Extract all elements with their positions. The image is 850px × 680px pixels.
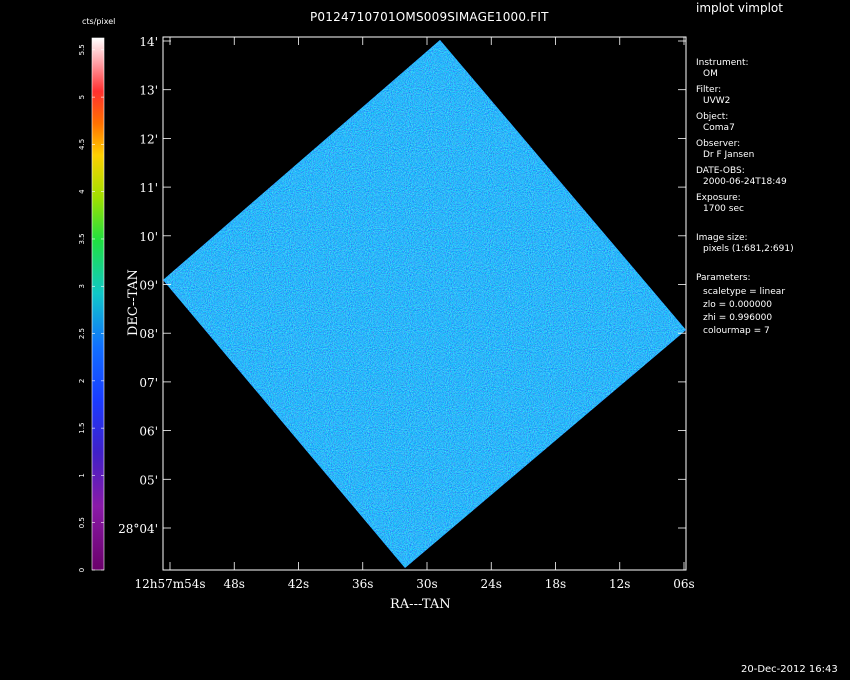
y-tick-label: 13': [139, 84, 158, 98]
y-tick-label: 09': [139, 279, 158, 293]
plot-frame: [162, 36, 687, 571]
y-tick-label: 05': [139, 473, 158, 487]
x-tick-label: 48s: [224, 577, 245, 591]
x-tick-label: 30s: [416, 577, 437, 591]
info-instrument-label: Instrument:: [696, 58, 749, 68]
x-tick-label: 18s: [545, 577, 566, 591]
y-tick-label: 14': [139, 35, 158, 49]
info-observer-label: Observer:: [696, 139, 741, 149]
y-axis-ticks: 28°04' 05' 06' 07' 08' 09' 10' 11' 12' 13' 14': [118, 35, 686, 536]
y-tick-label: 10': [139, 230, 158, 244]
y-tick-label: 08': [139, 327, 158, 341]
colorbar-tick-label: 0: [78, 568, 86, 572]
colorbar-ticks: 0 0.5 1 1.5 2 2.5 3 3.5 4 4.5 5 5.5: [78, 44, 104, 572]
x-tick-label: 42s: [288, 577, 309, 591]
colorbar-tick-label: 2.5: [78, 328, 86, 339]
y-tick-label: 06': [139, 425, 158, 439]
info-observer: Dr F Jansen: [703, 150, 755, 160]
y-tick-label: 28°04': [118, 522, 158, 536]
info-parameters-label: Parameters:: [696, 273, 751, 283]
x-tick-label: 12s: [609, 577, 630, 591]
x-axis-ticks: 12h57m54s 48s 42s 36s 30s 24s 18s 12s 06s: [134, 37, 695, 591]
colorbar-tick-label: 4: [78, 189, 86, 194]
colorbar-tick-label: 3.5: [78, 233, 86, 244]
colorbar-tick-label: 5.5: [78, 44, 86, 55]
colorbar-label: cts/pixel: [82, 17, 116, 26]
info-exposure-label: Exposure:: [696, 193, 741, 203]
x-tick-label: 06s: [673, 577, 694, 591]
info-date-label: DATE-OBS:: [696, 166, 745, 176]
x-tick-label: 36s: [352, 577, 373, 591]
colorbar-tick-label: 5: [78, 95, 86, 99]
info-object-label: Object:: [696, 112, 729, 122]
info-zhi: zhi = 0.996000: [703, 313, 773, 323]
y-tick-label: 07': [139, 376, 158, 390]
info-filter: UVW2: [703, 96, 731, 106]
info-date: 2000-06-24T18:49: [703, 177, 787, 187]
info-filter-label: Filter:: [696, 85, 722, 95]
info-zlo: zlo = 0.000000: [703, 300, 772, 310]
plot-title: P0124710701OMS009SIMAGE1000.FIT: [310, 10, 549, 24]
colorbar-tick-label: 1: [78, 473, 86, 477]
info-object: Coma7: [703, 123, 735, 133]
y-tick-label: 12': [139, 132, 158, 146]
info-colourmap: colourmap = 7: [703, 326, 770, 336]
app-title: implot vimplot: [696, 1, 783, 15]
info-exposure: 1700 sec: [703, 204, 744, 214]
info-scaletype: scaletype = linear: [703, 287, 786, 297]
colorbar-tick-label: 0.5: [78, 517, 86, 528]
colorbar-tick-label: 3: [78, 284, 86, 288]
colorbar-tick-label: 2: [78, 379, 86, 383]
timestamp: 20-Dec-2012 16:43: [741, 664, 838, 675]
x-tick-label: 12h57m54s: [134, 577, 205, 591]
colorbar-tick-label: 4.5: [78, 139, 86, 150]
info-image-size: pixels (1:681,2:691): [703, 244, 794, 254]
info-instrument: OM: [703, 69, 718, 79]
sky-image: [163, 40, 686, 568]
x-axis-label: RA---TAN: [390, 597, 451, 612]
y-tick-label: 11': [139, 181, 158, 195]
x-tick-label: 24s: [481, 577, 502, 591]
info-image-size-label: Image size:: [696, 233, 748, 243]
colorbar: [91, 37, 105, 571]
colorbar-tick-label: 1.5: [78, 423, 86, 434]
